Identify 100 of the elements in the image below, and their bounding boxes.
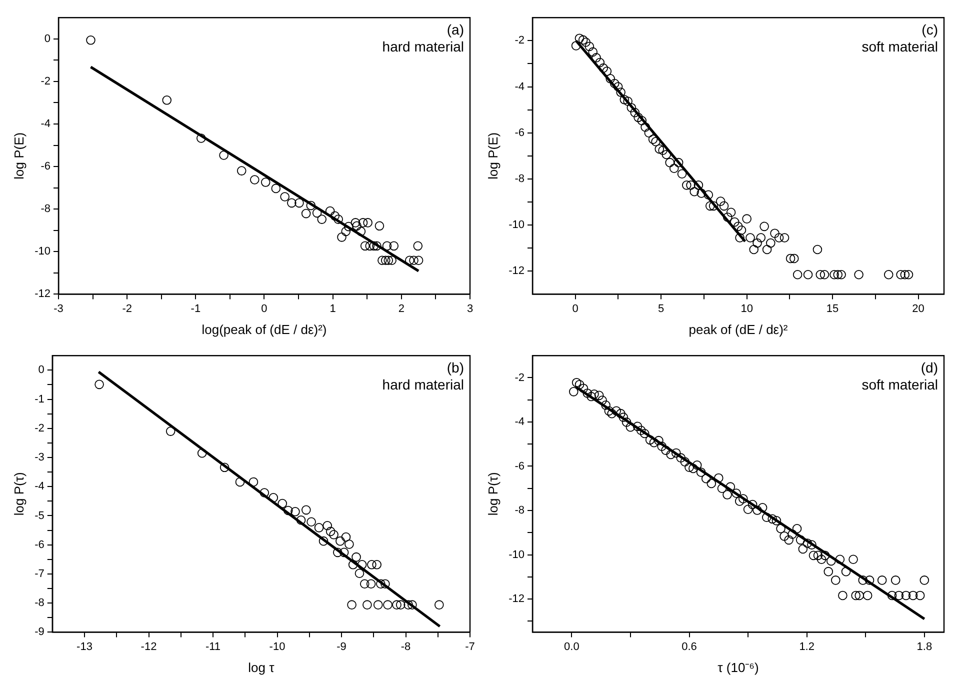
annotation: (d)	[920, 359, 938, 376]
point	[392, 600, 402, 610]
point	[94, 380, 104, 390]
point	[384, 256, 394, 266]
point	[332, 548, 342, 558]
point	[363, 218, 372, 228]
x-tick-label: -1	[190, 302, 201, 315]
point	[374, 221, 384, 231]
annotation: soft material	[862, 376, 938, 392]
y-axis-title: log P(τ)	[485, 472, 500, 516]
point	[260, 178, 270, 187]
point	[369, 241, 379, 251]
point	[248, 477, 258, 487]
y-tick-label: -6	[34, 538, 44, 551]
point	[380, 256, 390, 266]
point	[339, 548, 349, 558]
y-tick-label: -10	[508, 548, 524, 561]
y-axis-title: log P(τ)	[11, 472, 26, 516]
point	[396, 600, 406, 610]
point	[235, 477, 245, 487]
point	[318, 536, 328, 546]
x-axis-title: log τ	[248, 660, 276, 675]
point	[378, 256, 387, 266]
x-axis-title: peak of (dE / dε)²	[688, 322, 788, 337]
point	[219, 150, 228, 160]
x-tick-label: -7	[465, 640, 475, 653]
y-tick-label: -4	[34, 480, 44, 493]
x-tick-label: -11	[205, 640, 221, 653]
point	[325, 206, 335, 216]
y-tick-label: -2	[514, 372, 524, 384]
point	[341, 532, 351, 542]
y-tick-label: -8	[514, 172, 524, 185]
annotation: (c)	[922, 21, 938, 38]
y-tick-label: -2	[514, 34, 524, 47]
point	[382, 241, 392, 251]
point	[358, 218, 368, 228]
point	[366, 579, 376, 589]
y-axis-title: log P(E)	[485, 132, 500, 180]
y-tick-label: -1	[34, 393, 44, 406]
x-tick-label: 5	[658, 302, 664, 315]
x-axis-title: log(peak of (dE / dε)²)	[202, 322, 327, 337]
point	[287, 198, 296, 208]
point	[380, 579, 390, 589]
x-tick-label: 0.0	[564, 640, 580, 653]
x-tick-label: 0	[572, 302, 578, 315]
point	[294, 198, 304, 208]
annotation: hard material	[382, 376, 464, 392]
y-tick-label: -10	[34, 246, 50, 258]
y-tick-label: -9	[34, 626, 44, 638]
point	[341, 226, 351, 236]
x-tick-label: -2	[122, 302, 132, 315]
point	[301, 208, 311, 218]
point	[337, 232, 346, 242]
point	[348, 560, 358, 570]
y-tick-label: 0	[44, 32, 50, 45]
point	[347, 600, 356, 610]
y-tick-label: -8	[34, 597, 44, 610]
point	[404, 600, 413, 610]
x-axis-title: τ (10⁻⁶)	[718, 660, 759, 675]
point	[197, 448, 207, 458]
point	[271, 184, 281, 194]
point	[330, 211, 340, 221]
y-tick-label: -6	[514, 460, 524, 472]
y-tick-label: -4	[514, 416, 524, 428]
point	[362, 600, 372, 610]
x-tick-label: -12	[140, 640, 157, 653]
point	[280, 192, 290, 202]
x-tick-label: 2	[398, 302, 404, 315]
point	[296, 515, 306, 525]
y-tick-label: -4	[40, 118, 50, 130]
annotation: (b)	[446, 359, 464, 376]
x-tick-label: -13	[76, 640, 92, 653]
point	[409, 256, 418, 266]
point	[284, 506, 293, 516]
point	[356, 226, 366, 236]
y-tick-label: 0	[38, 364, 44, 376]
point	[413, 241, 423, 251]
point	[414, 256, 424, 266]
x-tick-label: 15	[826, 302, 839, 315]
y-tick-label: -8	[514, 504, 524, 517]
point	[326, 526, 336, 536]
point	[312, 208, 322, 218]
point	[317, 214, 327, 224]
x-tick-label: 10	[740, 302, 753, 315]
point	[350, 218, 360, 228]
point	[278, 498, 288, 508]
y-tick-label: -3	[34, 452, 44, 464]
point	[389, 241, 399, 251]
annotation: (a)	[446, 21, 464, 38]
point	[336, 536, 345, 546]
y-tick-label: -6	[514, 126, 524, 139]
x-tick-label: 1.2	[799, 640, 814, 653]
x-tick-label: -3	[54, 302, 64, 315]
point	[360, 579, 370, 589]
point	[352, 221, 362, 231]
point	[404, 256, 414, 266]
point	[306, 517, 316, 526]
point	[314, 523, 324, 532]
y-tick-label: -12	[508, 265, 524, 278]
point	[306, 200, 316, 210]
